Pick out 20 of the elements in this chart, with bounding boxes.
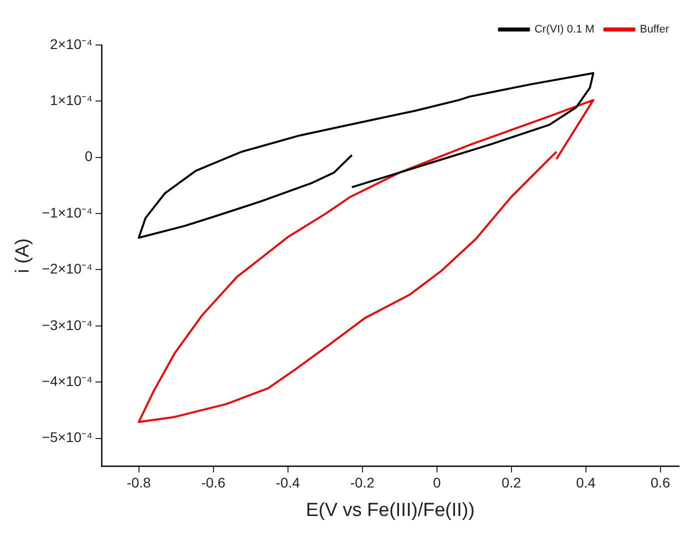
- y-tick-label: −2×10⁻⁴: [42, 260, 93, 277]
- x-tick-label: -0.6: [201, 474, 226, 491]
- x-tick-label: -0.4: [276, 474, 300, 491]
- y-axis-title: i (A): [12, 238, 34, 274]
- legend-label: Cr(VI) 0.1 M: [534, 24, 594, 36]
- y-tick-label: −4×10⁻⁴: [42, 372, 93, 389]
- x-tick-label: -0.8: [126, 474, 152, 491]
- x-tick-label: 0.6: [650, 474, 670, 491]
- y-tick-label: 2×10⁻⁴: [50, 36, 93, 52]
- legend-label: Buffer: [640, 24, 670, 36]
- x-tick-label: 0.2: [502, 474, 522, 491]
- x-tick-label: 0.4: [576, 474, 596, 491]
- y-tick-label: −5×10⁻⁴: [42, 429, 93, 446]
- x-tick-label: 0: [432, 474, 441, 491]
- y-tick-label: −1×10⁻⁴: [42, 204, 93, 220]
- y-tick-label: 0: [84, 148, 93, 164]
- x-axis-title: E(V vs Fe(III)/Fe(II)): [306, 500, 475, 521]
- x-tick-label: -0.2: [350, 474, 375, 491]
- y-tick-label: −3×10⁻⁴: [42, 316, 93, 333]
- y-tick-label: 1×10⁻⁴: [50, 92, 93, 108]
